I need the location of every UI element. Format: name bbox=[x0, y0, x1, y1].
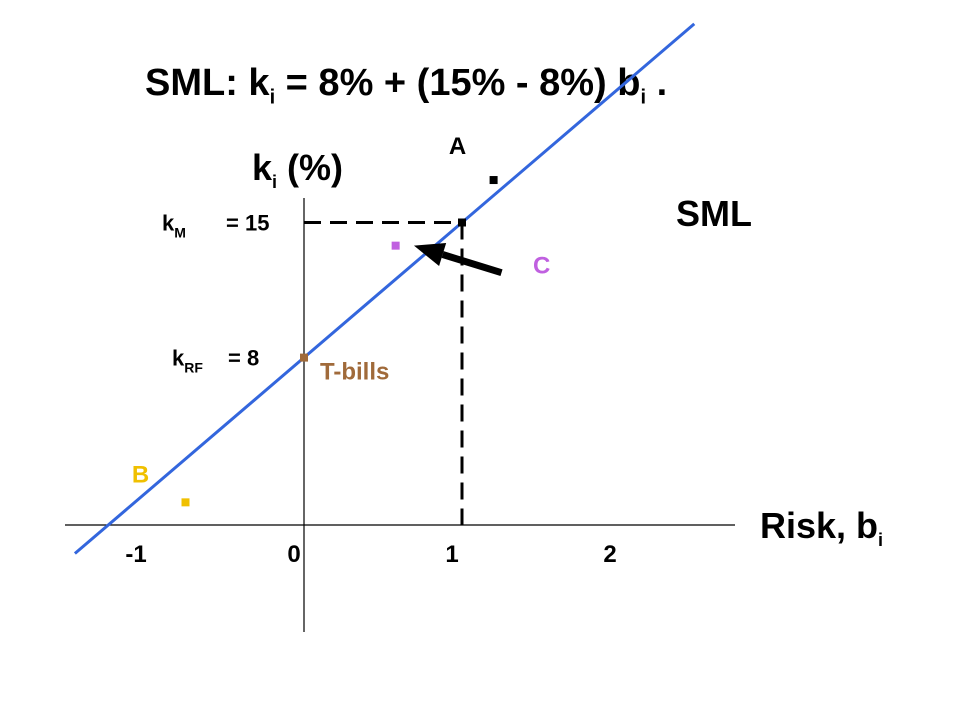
point-marker bbox=[181, 498, 190, 507]
reference-lines: kM = 15 kRF = 8 bbox=[162, 211, 464, 525]
x-tick-label: -1 bbox=[125, 541, 146, 568]
x-tick-label: 2 bbox=[603, 541, 616, 568]
point-label: C bbox=[533, 253, 550, 280]
x-axis-label-text: Risk, bi bbox=[760, 505, 883, 550]
point-label: T-bills bbox=[320, 359, 389, 386]
k-rf-label: kRF bbox=[172, 346, 203, 376]
point-marker bbox=[300, 353, 308, 362]
sml-series: SML bbox=[73, 22, 752, 555]
x-tick-label: 1 bbox=[445, 541, 458, 568]
sml-line-label: SML bbox=[676, 193, 752, 234]
arrow-shaft bbox=[441, 251, 503, 277]
k-m-value: = 15 bbox=[226, 211, 269, 236]
axes bbox=[65, 198, 735, 632]
point-marker bbox=[458, 218, 466, 227]
x-axis-label: Risk, bi bbox=[760, 505, 883, 550]
y-axis-label: ki (%) bbox=[252, 147, 343, 192]
sml-line bbox=[73, 22, 696, 555]
arrow-head bbox=[413, 243, 447, 266]
k-m-label: kM bbox=[162, 211, 186, 241]
point-label: A bbox=[449, 133, 466, 160]
data-points: A C T-bills B bbox=[132, 133, 550, 507]
k-rf-value: = 8 bbox=[228, 346, 259, 371]
point-marker bbox=[489, 176, 498, 185]
chart-title: SML: ki = 8% + (15% - 8%) bi . bbox=[145, 62, 668, 109]
movement-arrow bbox=[413, 243, 503, 277]
point-label: B bbox=[132, 461, 149, 488]
y-axis-label-text: ki (%) bbox=[252, 147, 343, 192]
point-marker bbox=[391, 241, 400, 250]
x-tick-labels: -1 0 1 2 bbox=[125, 541, 616, 568]
x-tick-label: 0 bbox=[287, 541, 300, 568]
